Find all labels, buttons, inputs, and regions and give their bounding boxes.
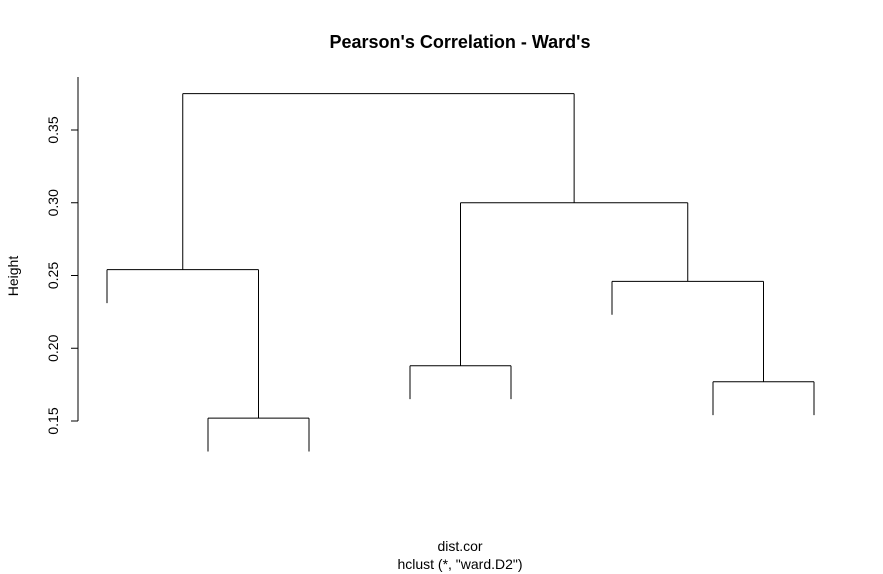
y-tick-label: 0.25 xyxy=(45,262,61,289)
y-tick-label: 0.15 xyxy=(45,407,61,434)
dendrogram-tree xyxy=(106,93,815,452)
y-tick-label: 0.35 xyxy=(45,116,61,143)
chart-title: Pearson's Correlation - Ward's xyxy=(330,32,591,52)
y-tick-label: 0.30 xyxy=(45,189,61,216)
y-tick-label: 0.20 xyxy=(45,334,61,361)
x-axis-label: dist.cor xyxy=(437,538,482,554)
method-sublabel: hclust (*, "ward.D2") xyxy=(397,556,522,572)
y-axis: 0.15 0.20 0.25 0.30 0.35 xyxy=(45,77,79,435)
y-axis-label: Height xyxy=(5,256,21,297)
y-ticks: 0.15 0.20 0.25 0.30 0.35 xyxy=(45,116,78,435)
